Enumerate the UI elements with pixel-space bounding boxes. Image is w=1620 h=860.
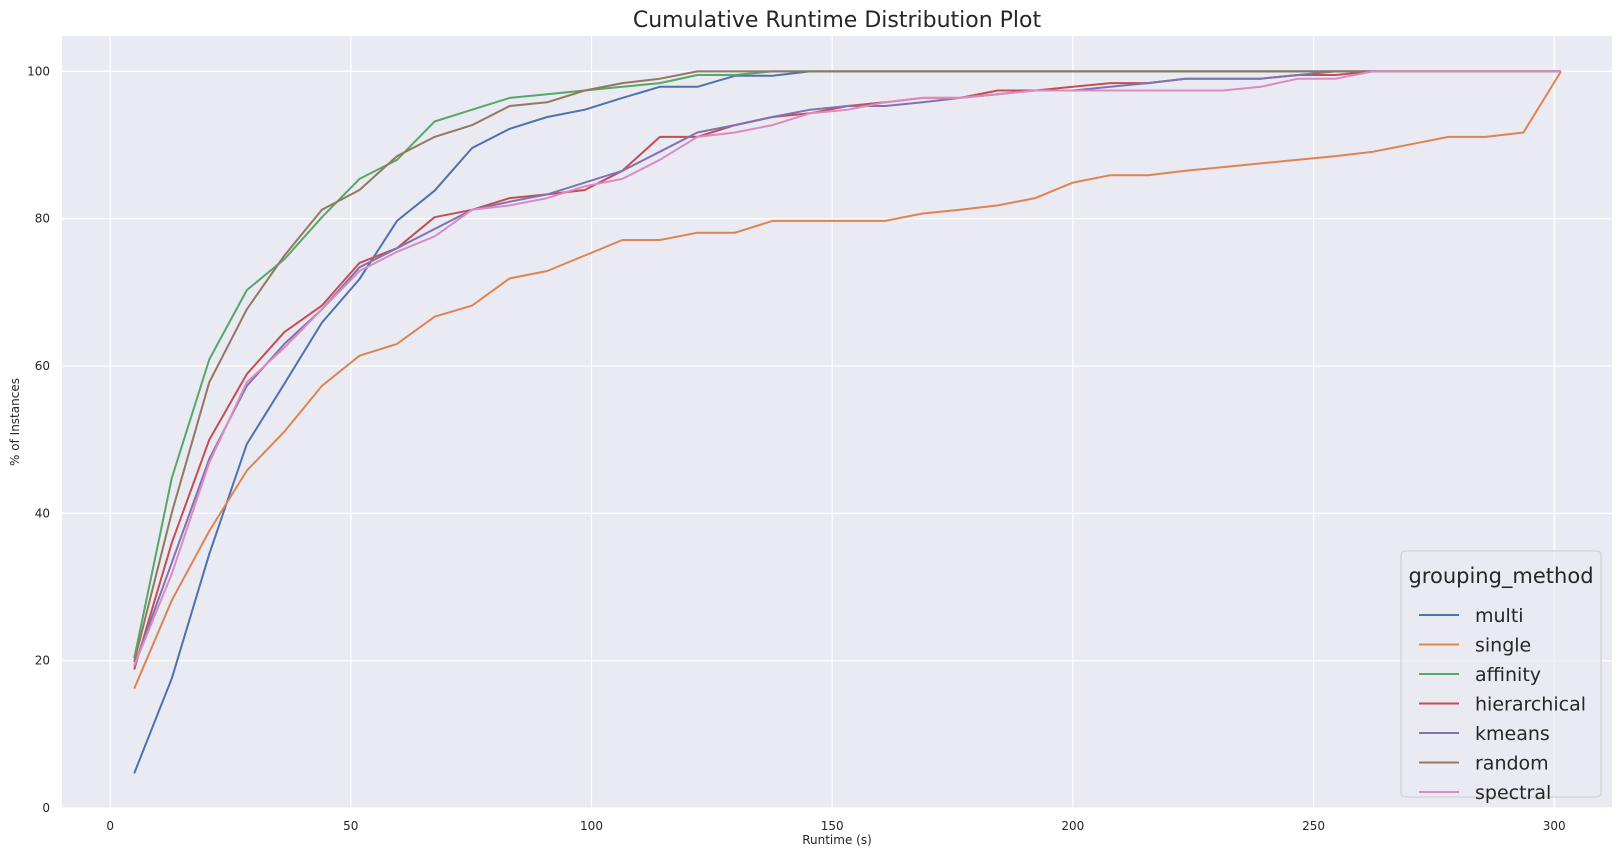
grid-lines [62,36,1612,809]
chart-title: Cumulative Runtime Distribution Plot [633,8,1042,33]
legend-label-affinity: affinity [1475,664,1541,686]
x-axis-label: Runtime (s) [802,833,872,847]
x-tick-label: 150 [821,819,844,833]
y-tick-label: 0 [42,801,50,815]
x-tick-label: 200 [1061,819,1084,833]
legend-frame [1400,550,1602,798]
y-axis-label: % of Instances [8,378,22,466]
legend-label-kmeans: kmeans [1475,723,1550,745]
plot-area [62,36,1612,808]
x-tick-label: 0 [106,819,114,833]
y-tick-label: 60 [35,359,50,373]
series-line-kmeans [133,70,1561,667]
series-line-single [133,70,1562,690]
x-tick-label: 50 [343,819,358,833]
legend-label-single: single [1475,635,1531,657]
y-tick-label: 80 [35,212,50,226]
legend-label-random: random [1475,753,1549,775]
series-line-spectral [133,70,1561,667]
legend-label-spectral: spectral [1475,782,1551,804]
axis-ticks: 0 50 100 150 200 250 300 0 20 40 60 80 100 [27,64,1566,833]
y-tick-label: 40 [35,506,50,520]
y-tick-label: 100 [27,64,50,78]
series-line-random [133,70,1561,663]
x-tick-label: 300 [1543,819,1566,833]
x-tick-label: 250 [1302,819,1325,833]
x-tick-label: 100 [580,819,603,833]
legend-title: grouping_method [1408,564,1593,589]
legend-label-hierarchical: hierarchical [1475,694,1586,716]
legend: grouping_method multi single affinity hiera… [1400,550,1602,804]
series-lines [133,70,1562,774]
legend-label-multi: multi [1475,605,1524,627]
y-tick-label: 20 [35,654,50,668]
